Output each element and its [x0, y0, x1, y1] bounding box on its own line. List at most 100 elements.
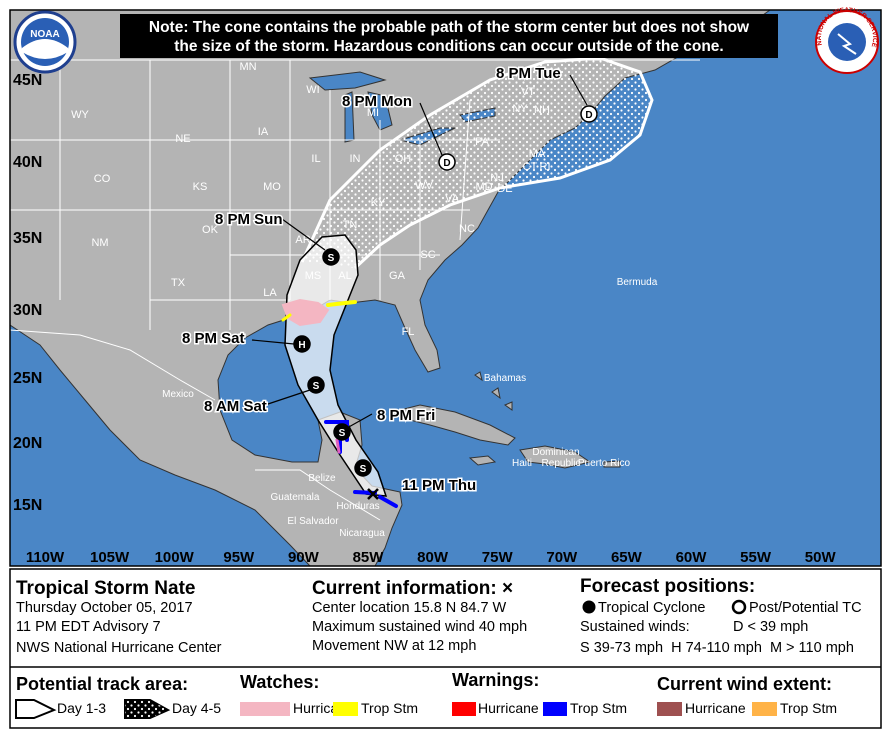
forecast-point	[333, 423, 351, 441]
lon-label: 110W	[26, 549, 65, 566]
place-label: Guatemala	[271, 492, 320, 503]
lon-label: 90W	[288, 549, 320, 566]
forecast-point	[307, 376, 325, 394]
forecast-symbol: D	[443, 158, 450, 169]
lat-label: 35N	[13, 230, 42, 247]
place-label: CO	[94, 173, 111, 185]
current-line: Maximum sustained wind 40 mph	[312, 619, 527, 635]
place-label: KY	[371, 197, 386, 209]
forecast-time-label: 8 PM Sat	[182, 330, 245, 347]
leader-line	[251, 339, 295, 345]
place-label: NM	[91, 237, 108, 249]
place-label: SC	[420, 249, 435, 261]
lon-label: 85W	[353, 549, 385, 566]
warning-tropstm: Trop Stm	[570, 700, 627, 716]
watches-header: Watches:	[240, 672, 319, 692]
place-label: MN	[239, 61, 256, 73]
noaa-logo: NOAA	[13, 10, 77, 74]
lat-label: 30N	[13, 302, 42, 319]
info-date: Thursday October 05, 2017	[16, 600, 193, 616]
place-label: IN	[350, 153, 361, 165]
place-label: Honduras	[336, 501, 379, 512]
leader-line	[261, 389, 311, 407]
place-label: GA	[389, 270, 406, 282]
lon-label: 95W	[223, 549, 255, 566]
place-label: RI	[540, 161, 551, 173]
lon-label: 80W	[417, 549, 449, 566]
forecast-track: 11 PM Thu S S 8 PM Fri S 8 AM Sat H 8 PM Sat S 8 …	[181, 64, 598, 500]
storm-title: Tropical Storm Nate	[16, 578, 196, 599]
place-label: PA	[475, 136, 490, 148]
place-label: NJ	[490, 172, 503, 184]
watch-tropstm: Trop Stm	[361, 700, 418, 716]
hispaniola	[519, 445, 592, 469]
place-label: Puerto Rico	[578, 458, 631, 469]
lon-label: 65W	[611, 549, 643, 566]
note-box	[120, 14, 778, 58]
place-label: VT	[521, 86, 535, 98]
forecast-winds: Sustained winds:	[580, 619, 690, 635]
puerto-rico	[603, 460, 621, 468]
place-label: MI	[367, 107, 379, 119]
forecast-d: D < 39 mph	[733, 619, 808, 635]
place-label: MO	[263, 181, 281, 193]
lon-label: 50W	[805, 549, 837, 566]
nws-logo: NATIONAL WEATHER SERVICE	[815, 7, 879, 74]
lon-label: 70W	[546, 549, 578, 566]
current-line: Center location 15.8 N 84.7 W	[312, 600, 507, 616]
track-header: Potential track area:	[16, 674, 188, 694]
forecast-time-label: 8 PM Fri	[377, 407, 435, 424]
lon-label: 100W	[155, 549, 195, 566]
place-label: IL	[311, 153, 320, 165]
place-label: TX	[171, 277, 186, 289]
place-label: OH	[395, 153, 412, 165]
place-label: OK	[202, 224, 219, 236]
forecast-symbol: S	[313, 381, 320, 392]
place-label: Belize	[308, 473, 336, 484]
place-label: Haiti	[512, 458, 532, 469]
forecast-symbol: D	[585, 110, 592, 121]
place-label: AL	[338, 270, 351, 282]
info-advisory: 11 PM EDT Advisory 7	[16, 619, 161, 635]
wind-tropstm: Trop Stm	[780, 700, 837, 716]
noaa-text: NOAA	[30, 29, 59, 40]
place-label: NE	[175, 133, 190, 145]
lon-label: 55W	[740, 549, 772, 566]
place-label: VA	[445, 193, 460, 205]
cuba	[390, 404, 516, 446]
place-label: DE	[497, 183, 512, 195]
leader-line	[419, 102, 443, 156]
lon-label: 60W	[676, 549, 708, 566]
leader-line	[346, 413, 373, 429]
forecast-symbol: S	[328, 253, 335, 264]
wind-hurricane: Hurricane	[685, 700, 746, 716]
warning-hurricane: Hurricane	[478, 700, 539, 716]
cone-day-1-3	[284, 234, 388, 497]
place-label: FL	[402, 326, 415, 338]
forecast-symbol: S	[339, 428, 346, 439]
bahamas	[474, 371, 513, 411]
forecast-point	[293, 335, 311, 353]
lon-label: 75W	[482, 549, 514, 566]
forecast-time-label: 8 AM Sat	[204, 398, 267, 415]
place-labels: WY NE IA IL IN OH PA NY WV VA KY TN NC SC GA AL MS LA AR MO…	[71, 61, 658, 539]
note-line: the size of the storm. Hazardous conditi…	[174, 38, 723, 55]
axis-labels: 45N 40N 35N 30N 25N 20N 15N 110W 105W 100W 95W 90W 8…	[13, 72, 836, 566]
place-label: MD	[475, 181, 492, 193]
forecast-point	[580, 105, 598, 123]
forecast-point	[354, 459, 372, 477]
place-label: Nicaragua	[339, 528, 385, 539]
place-label: MS	[305, 270, 322, 282]
leader-line	[569, 74, 588, 106]
place-label: NC	[459, 223, 475, 235]
lat-label: 20N	[13, 435, 42, 452]
lat-label: 45N	[13, 72, 42, 89]
lat-label: 15N	[13, 497, 42, 514]
place-label: WY	[71, 109, 89, 121]
place-label: KS	[193, 181, 208, 193]
leader-line	[281, 218, 326, 251]
forecast-time-label: 11 PM Thu	[402, 477, 476, 494]
place-label: CT	[523, 161, 538, 173]
